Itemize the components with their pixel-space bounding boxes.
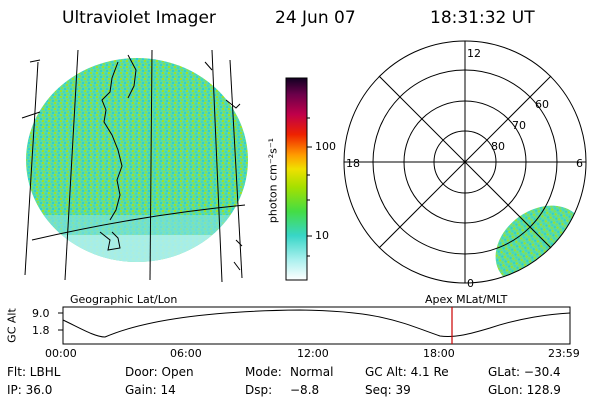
mlat-label-80: 80 [491,140,505,153]
ip-info: IP: 36.0 [7,383,53,397]
mode-value: Normal [290,365,334,379]
timeline-right-label: Apex MLat/MLT [425,293,508,306]
filter-info: Flt: LBHL [7,365,61,379]
date-label: 24 Jun 07 [275,8,356,28]
timeline-xtick-0000: 00:00 [45,347,77,360]
mlat-label-60: 60 [535,98,549,111]
polar-plot [343,40,587,284]
door-info: Door: Open [125,365,194,379]
mlt-label-12: 12 [467,47,481,60]
dsp-label: Dsp: [245,383,273,397]
altitude-timeline [58,306,571,345]
mlt-label-18: 18 [346,157,360,170]
gc-alt-info: GC Alt: 4.1 Re [365,365,449,379]
glon-info: GLon: 128.9 [488,383,561,397]
timeline-xtick-1800: 18:00 [423,347,455,360]
instrument-title: Ultraviolet Imager [62,8,216,28]
timeline-ytick-low: 1.8 [32,324,50,337]
timeline-ytick-high: 9.0 [32,307,50,320]
colorbar-tick-10: 10 [315,229,329,242]
dsp-value: −8.8 [290,383,320,397]
coastline [29,54,243,271]
mlat-label-70: 70 [512,119,526,132]
timeline-xtick-0600: 06:00 [170,347,202,360]
timeline-xtick-2359: 23:59 [548,347,580,360]
mlt-label-0: 0 [467,277,474,290]
gain-info: Gain: 14 [125,383,176,397]
uv-image-disc [26,58,248,262]
time-label: 18:31:32 UT [430,8,535,28]
timeline-xtick-1200: 12:00 [297,347,329,360]
mlt-label-6: 6 [576,157,583,170]
geographic-grid [21,49,246,283]
colorbar-unit-label: photon cm⁻²s⁻¹ [266,137,280,224]
timeline-ylabel: GC Alt [5,308,19,343]
colorbar-tick-100: 100 [315,140,336,153]
timeline-left-label: Geographic Lat/Lon [70,293,178,306]
seq-info: Seq: 39 [365,383,411,397]
mode-label: Mode: [245,365,282,379]
glat-info: GLat: −30.4 [488,365,561,379]
colorbar [285,77,312,281]
